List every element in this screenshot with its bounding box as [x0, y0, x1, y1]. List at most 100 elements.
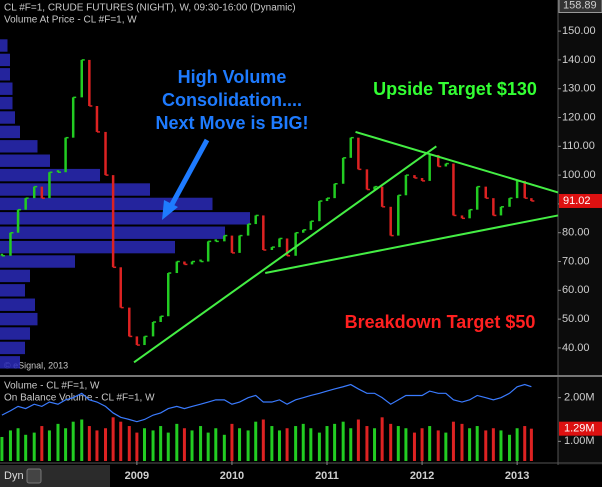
- volume-bar: [47, 430, 51, 461]
- volume-at-price-bar: [0, 111, 15, 124]
- annotation: Upside Target $130: [373, 79, 537, 99]
- volume-bar: [222, 434, 226, 461]
- volume-bar: [56, 423, 60, 461]
- volume-bar: [24, 434, 28, 461]
- volume-bar: [151, 430, 155, 461]
- volume-bar: [8, 430, 12, 461]
- volume-at-price-bar: [0, 212, 250, 225]
- volume-bar: [341, 421, 345, 461]
- volume-bar: [404, 428, 408, 461]
- volume-bar: [380, 417, 384, 461]
- y-tick-label: 110.00: [562, 140, 595, 152]
- volume-at-price-bar: [0, 53, 10, 67]
- volume-bar: [199, 426, 203, 461]
- volume-bar: [40, 426, 44, 461]
- volume-bar: [214, 428, 218, 461]
- y-tick-label: 120.00: [562, 111, 596, 123]
- obv-title: On Balance Volume - CL #F=1, W: [4, 393, 155, 404]
- x-tick-label: 2013: [505, 470, 529, 482]
- last-price-box: [559, 193, 602, 208]
- volume-bar: [523, 426, 527, 461]
- volume-bar: [325, 426, 329, 461]
- last-price-label: 91.02: [563, 195, 591, 207]
- volume-bar: [317, 432, 321, 461]
- volume-bar: [389, 423, 393, 461]
- toolbar-label[interactable]: Dyn: [4, 470, 24, 482]
- trend-line: [265, 214, 559, 275]
- volume-bar: [349, 428, 353, 461]
- volume-at-price-bar: [0, 183, 150, 196]
- y-tick-label: 80.00: [562, 227, 590, 239]
- volume-bar: [491, 428, 495, 461]
- high-marker-box: [558, 0, 602, 14]
- y-tick-label: 50.00: [562, 313, 590, 325]
- annotation: Consolidation....: [162, 90, 302, 110]
- volume-bar: [333, 423, 337, 461]
- y-tick-label: 100.00: [562, 169, 596, 181]
- y-tick-label: 40.00: [562, 342, 590, 354]
- annotation: Breakdown Target $50: [345, 312, 536, 332]
- volume-bar: [499, 430, 503, 461]
- volume-bar: [373, 428, 377, 461]
- volume-bar: [135, 432, 139, 461]
- high-marker-label: 158.89: [563, 0, 597, 11]
- volume-bar: [301, 423, 305, 461]
- volume-at-price-bar: [0, 125, 20, 139]
- volume-bar: [206, 432, 210, 461]
- y-tick-label: 70.00: [562, 255, 590, 267]
- volume-at-price-bar: [0, 240, 175, 254]
- volume-at-price-bar: [0, 96, 13, 110]
- volume-bar: [64, 428, 68, 461]
- volume-bar: [412, 432, 416, 461]
- volume-bar: [95, 430, 99, 461]
- volume-y-tick-label: 2.00M: [564, 392, 595, 404]
- volume-bar: [460, 423, 464, 461]
- volume-current-label: 1.29M: [564, 423, 595, 435]
- toolbar-button[interactable]: [26, 468, 42, 484]
- volume-bar: [254, 421, 258, 461]
- y-tick-label: 130.00: [562, 83, 596, 95]
- volume-bar: [529, 428, 533, 461]
- y-tick-label: 150.00: [562, 25, 596, 37]
- annotation: High Volume: [178, 67, 287, 87]
- volume-bar: [356, 419, 360, 461]
- trend-line: [133, 145, 437, 364]
- volume-at-price-bar: [0, 269, 30, 283]
- volume-bar: [246, 430, 250, 461]
- volume-bar: [16, 428, 20, 461]
- volume-bar: [444, 432, 448, 461]
- x-tick-label: 2009: [125, 470, 149, 482]
- volume-bar: [261, 419, 265, 461]
- right-axis-area: [558, 0, 602, 465]
- volume-bar: [166, 432, 170, 461]
- volume-bar: [175, 423, 179, 461]
- volume-bar: [238, 428, 242, 461]
- volume-bar: [451, 421, 455, 461]
- arrow-shaft: [167, 138, 210, 210]
- trend-line: [355, 130, 559, 194]
- volume-bar: [182, 428, 186, 461]
- volume-bar: [309, 428, 313, 461]
- arrow-head: [162, 200, 178, 220]
- volume-bar: [230, 423, 234, 461]
- volume-bar: [468, 428, 472, 461]
- volume-at-price-bar: [0, 327, 30, 340]
- volume-bar: [475, 426, 479, 461]
- volume-bar: [365, 426, 369, 461]
- volume-bar: [32, 432, 36, 461]
- obv-line: [1, 383, 532, 423]
- volume-at-price-bar: [0, 39, 8, 52]
- volume-current-box: [559, 421, 602, 436]
- chart-subtitle: Volume At Price - CL #F=1, W: [4, 15, 137, 26]
- y-tick-label: 60.00: [562, 284, 590, 296]
- volume-bar: [119, 421, 123, 461]
- volume-bar: [428, 426, 432, 461]
- volume-bar: [420, 428, 424, 461]
- annotation: Next Move is BIG!: [155, 113, 308, 133]
- volume-bar: [515, 428, 519, 461]
- volume-bar: [142, 428, 146, 461]
- volume-bar: [0, 436, 4, 461]
- volume-bar: [87, 426, 91, 461]
